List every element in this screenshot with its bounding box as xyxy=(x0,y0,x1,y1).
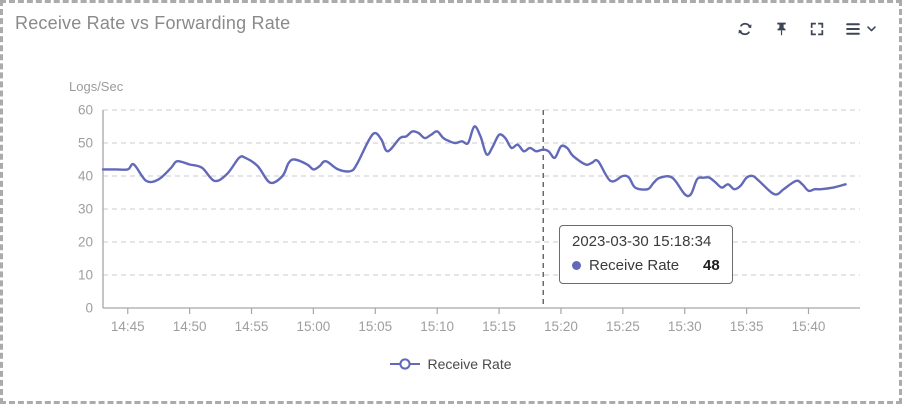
legend-item-receive-rate[interactable]: Receive Rate xyxy=(390,356,512,372)
svg-text:15:15: 15:15 xyxy=(482,319,516,334)
tooltip-series-label: Receive Rate xyxy=(589,257,680,274)
legend-item-label: Receive Rate xyxy=(427,356,512,372)
svg-text:0: 0 xyxy=(85,301,93,316)
menu-icon xyxy=(846,23,860,35)
svg-text:20: 20 xyxy=(78,235,93,250)
svg-text:15:05: 15:05 xyxy=(358,319,392,334)
tooltip-timestamp: 2023-03-30 15:18:34 xyxy=(572,233,712,250)
pin-icon xyxy=(777,22,786,36)
svg-text:14:45: 14:45 xyxy=(111,319,145,334)
legend-line-marker-icon xyxy=(390,358,421,370)
menu-button[interactable] xyxy=(844,21,877,37)
svg-text:10: 10 xyxy=(78,268,93,283)
chart-legend: Receive Rate xyxy=(3,356,899,372)
svg-text:30: 30 xyxy=(78,202,93,217)
chart-plot-area[interactable]: 0 10 20 30 40 50 60 14:45 14:50 14:55 15:00 15:05 15… xyxy=(3,3,902,404)
tooltip: 2023-03-30 15:18:34 Receive Rate 48 xyxy=(559,225,733,284)
panel-title: Receive Rate vs Forwarding Rate xyxy=(15,13,291,33)
svg-text:15:10: 15:10 xyxy=(420,319,454,334)
svg-text:15:30: 15:30 xyxy=(668,319,702,334)
tooltip-value: 48 xyxy=(703,257,720,274)
fullscreen-icon xyxy=(810,22,824,36)
pin-button[interactable] xyxy=(773,20,790,38)
svg-text:14:50: 14:50 xyxy=(173,319,207,334)
svg-text:15:00: 15:00 xyxy=(297,319,331,334)
series-dot-icon xyxy=(572,261,581,270)
svg-text:14:55: 14:55 xyxy=(235,319,269,334)
panel-toolbar xyxy=(736,20,877,38)
tooltip-series-row: Receive Rate 48 xyxy=(572,257,720,274)
svg-text:60: 60 xyxy=(78,103,93,118)
svg-text:50: 50 xyxy=(78,136,93,151)
svg-text:15:35: 15:35 xyxy=(730,319,764,334)
svg-text:15:20: 15:20 xyxy=(544,319,578,334)
svg-text:15:40: 15:40 xyxy=(792,319,826,334)
svg-text:15:25: 15:25 xyxy=(606,319,640,334)
refresh-icon xyxy=(738,22,752,36)
chevron-down-icon xyxy=(867,26,876,32)
refresh-button[interactable] xyxy=(736,20,754,38)
svg-text:40: 40 xyxy=(78,169,93,184)
fullscreen-button[interactable] xyxy=(809,21,825,37)
y-axis-title: Logs/Sec xyxy=(69,79,124,94)
